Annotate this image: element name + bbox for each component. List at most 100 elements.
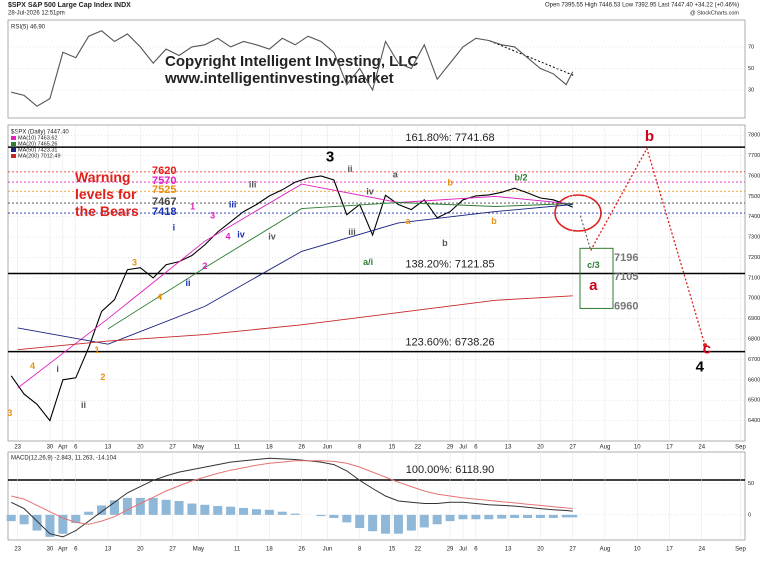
x-tick-label: 30 — [47, 445, 54, 451]
x-tick-label: 13 — [505, 547, 512, 553]
histogram-bar — [535, 514, 545, 518]
histogram-bar — [135, 497, 145, 515]
x-tick-label: Apr — [58, 445, 67, 451]
x-tick-label: 17 — [666, 547, 673, 553]
histogram-bar — [200, 504, 210, 515]
histogram-bar — [277, 511, 287, 515]
histogram-bar — [45, 514, 55, 537]
projection-line — [590, 146, 706, 346]
y-tick-label: 6400 — [748, 418, 760, 424]
y-tick-label: 7000 — [748, 296, 760, 302]
fib-label: 161.80%: 7741.68 — [405, 132, 494, 144]
x-tick-label: 20 — [537, 547, 544, 553]
histogram-bar — [432, 514, 442, 525]
y-tick-label: 6700 — [748, 357, 760, 363]
x-tick-label: 30 — [47, 547, 54, 553]
x-tick-label: 27 — [569, 547, 576, 553]
histogram-bar — [148, 497, 158, 515]
legend-label: MA(20) 7465.26 — [18, 141, 57, 147]
wave-label: 3 — [210, 210, 215, 220]
y-tick-label: 6600 — [748, 377, 760, 383]
x-tick-label: 13 — [105, 445, 112, 451]
fib-label: 138.20%: 7121.85 — [405, 258, 494, 270]
y-tick-label: 7500 — [748, 194, 760, 200]
target-label: 7196 — [614, 252, 638, 264]
histogram-bar — [342, 514, 352, 523]
x-tick-label: 8 — [358, 547, 362, 553]
x-tick-label: Sep — [735, 445, 746, 451]
x-tick-label: 11 — [234, 547, 241, 553]
x-tick-label: 27 — [569, 445, 576, 451]
x-tick-label: May — [193, 547, 204, 553]
x-tick-label: Apr — [58, 547, 67, 553]
wave-label: 3 — [326, 149, 334, 166]
histogram-bar — [568, 514, 578, 518]
wave-label: iv — [268, 231, 276, 241]
wave-label: 1 — [95, 345, 100, 355]
legend-label: MA(50) 7423.31 — [18, 147, 57, 153]
x-tick-label: 20 — [537, 445, 544, 451]
y-tick-label: 7200 — [748, 255, 760, 261]
wave-label: 4 — [30, 361, 35, 371]
wave-label: ii — [81, 400, 86, 410]
legend-label: MA(200) 7012.49 — [18, 153, 61, 159]
wave-label: b — [442, 238, 448, 248]
brand: @ StockCharts.com — [690, 10, 739, 16]
histogram-bar — [381, 514, 391, 534]
wave-label: b — [491, 216, 497, 226]
y-tick-label: 7600 — [748, 173, 760, 179]
x-tick-label: Aug — [600, 445, 611, 451]
x-tick-label: 6 — [474, 547, 478, 553]
histogram-bar — [109, 500, 120, 515]
wave-label: iii — [348, 227, 356, 237]
legend-swatch — [11, 154, 16, 158]
wave-label: 2 — [100, 372, 105, 382]
histogram-bar — [393, 514, 403, 534]
quote: Open 7395.55 High 7446.53 Low 7392.95 La… — [545, 3, 739, 9]
wave-label: i — [56, 364, 59, 374]
target-box — [579, 247, 614, 309]
x-tick-label: 15 — [389, 547, 396, 553]
y-tick-label: 0 — [748, 512, 751, 518]
copyright: Copyright Intelligent Investing, LLC — [165, 53, 418, 70]
y-tick-label: 50 — [748, 481, 754, 487]
histogram-bar — [548, 514, 558, 518]
histogram-bar — [458, 514, 468, 520]
histogram-bar — [497, 514, 507, 519]
y-tick-label: 6900 — [748, 316, 760, 322]
histogram-bar — [213, 506, 223, 515]
y-tick-label: 7300 — [748, 235, 760, 241]
histogram-bar — [32, 514, 42, 531]
x-tick-label: May — [193, 445, 204, 451]
warning-text: Warning levels for the Bears — [75, 169, 139, 219]
wave-label: a/i — [363, 257, 373, 267]
x-tick-label: 24 — [698, 445, 705, 451]
x-tick-label: 20 — [137, 445, 144, 451]
x-tick-label: 27 — [169, 445, 176, 451]
x-tick-label: 26 — [298, 547, 305, 553]
series-line — [17, 204, 573, 345]
wave-label: ii — [186, 278, 191, 288]
histogram-bar — [316, 514, 326, 517]
y-tick-label: 7700 — [748, 153, 760, 159]
y-tick-label: 70 — [748, 44, 754, 50]
date: 28-Jul-2026 12:51pm — [8, 11, 65, 17]
y-tick-label: 7800 — [748, 133, 760, 139]
x-tick-label: 27 — [169, 547, 176, 553]
wave-label: c/3 — [587, 260, 600, 270]
x-tick-label: Jun — [323, 547, 333, 553]
level-label: 7570 — [152, 175, 176, 187]
series-line — [10, 175, 573, 422]
wave-label: a — [393, 169, 399, 179]
x-tick-label: 11 — [234, 445, 241, 451]
histogram-bar — [329, 514, 339, 518]
x-tick-label: 6 — [74, 445, 78, 451]
x-tick-label: 13 — [105, 547, 112, 553]
x-tick-label: 17 — [666, 445, 673, 451]
histogram-bar — [471, 514, 481, 520]
target-label: 7105 — [614, 271, 638, 283]
x-tick-label: Sep — [735, 547, 746, 553]
histogram-bar — [290, 513, 300, 515]
legend-swatch — [11, 148, 16, 152]
symbol: $SPX S&P 500 Large Cap Index INDX — [8, 2, 131, 9]
